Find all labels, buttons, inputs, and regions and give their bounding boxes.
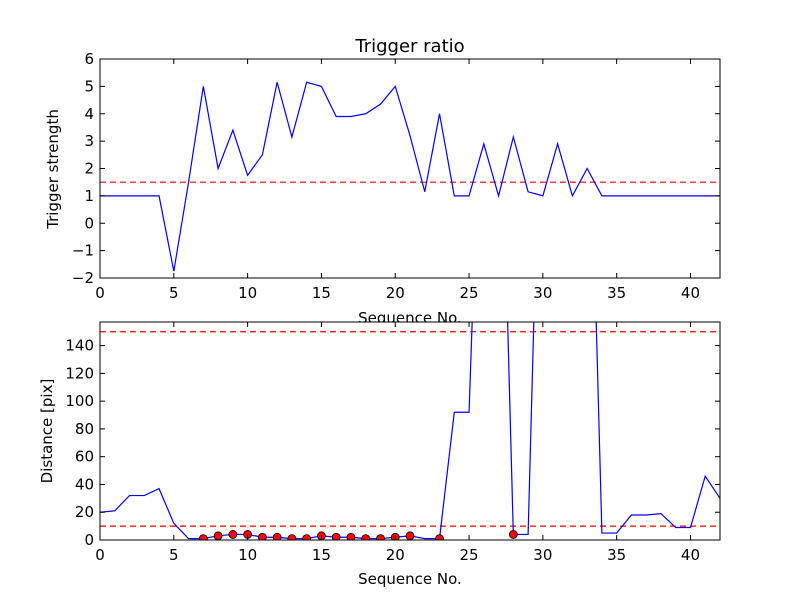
x-tick-label: 30: [533, 546, 552, 564]
data-point: [302, 534, 312, 540]
data-point: [405, 531, 415, 540]
plot-area: [100, 59, 720, 278]
x-tick-label: 25: [460, 546, 479, 564]
x-ticks: 0 5 10 15 20 25 30 35 40: [95, 322, 700, 564]
series-line: [100, 81, 720, 272]
x-tick-label: 40: [681, 546, 700, 564]
y-ticks: 0 20 40 60 80 100 120 140: [65, 337, 720, 549]
data-point: [331, 532, 341, 540]
x-tick-label: 15: [312, 284, 331, 302]
data-point: [257, 532, 267, 540]
y-axis-label: Distance [pix]: [38, 379, 56, 484]
y-tick-label: 60: [75, 448, 94, 466]
y-tick-label: 0: [84, 214, 94, 232]
data-point: [213, 531, 223, 540]
y-tick-label: 40: [75, 475, 94, 493]
data-point: [228, 530, 238, 539]
x-tick-label: 40: [681, 284, 700, 302]
series-group: [100, 81, 720, 272]
y-tick-label: 140: [65, 337, 94, 355]
data-point: [361, 534, 371, 540]
x-tick-label: 25: [460, 284, 479, 302]
y-ticks: −2 −1 0 1 2 3 4 5 6: [72, 50, 720, 287]
trigger-ratio-axes: Trigger ratio 0 5 10 15 20 25 30 35 40 −2 −1 0 1 2 3 4…: [44, 36, 721, 327]
chart-title: Trigger ratio: [354, 36, 464, 57]
y-tick-label: 6: [84, 50, 94, 68]
x-axis-label: Sequence No.: [358, 570, 462, 588]
y-tick-label: 4: [84, 105, 94, 123]
distance-axes: 0 5 10 15 20 25 30 35 40 0 20 40 60 80 100 120 140 Sequ…: [38, 321, 721, 588]
x-tick-label: 0: [95, 546, 105, 564]
threshold-lines: [100, 331, 720, 527]
y-tick-label: 5: [84, 77, 94, 95]
y-tick-label: 3: [84, 132, 94, 150]
data-point: [272, 532, 282, 540]
x-ticks: 0 5 10 15 20 25 30 35 40: [95, 59, 700, 302]
y-tick-label: 80: [75, 420, 94, 438]
x-tick-label: 20: [386, 546, 405, 564]
x-tick-label: 10: [238, 546, 257, 564]
axes-frame: [99, 321, 721, 541]
data-point: [346, 532, 356, 540]
x-tick-label: 10: [238, 284, 257, 302]
series-group: [100, 322, 720, 540]
x-tick-label: 35: [607, 546, 626, 564]
x-tick-label: 0: [95, 284, 105, 302]
y-tick-label: −2: [72, 269, 94, 287]
data-point: [508, 530, 518, 539]
y-tick-label: −1: [72, 242, 94, 260]
y-tick-label: 0: [84, 531, 94, 549]
x-tick-label: 20: [386, 284, 405, 302]
data-point: [198, 534, 208, 540]
x-tick-label: 5: [169, 284, 179, 302]
x-tick-label: 30: [533, 284, 552, 302]
y-tick-label: 100: [65, 392, 94, 410]
y-tick-label: 20: [75, 503, 94, 521]
x-tick-label: 5: [169, 546, 179, 564]
y-tick-label: 120: [65, 364, 94, 382]
data-point: [376, 534, 385, 540]
x-tick-label: 35: [607, 284, 626, 302]
x-tick-label: 15: [312, 546, 331, 564]
y-axis-label: Trigger strength: [44, 109, 62, 230]
y-tick-label: 2: [84, 160, 94, 178]
y-tick-label: 1: [84, 187, 94, 205]
plot-area: [100, 322, 720, 540]
data-point: [287, 534, 297, 540]
data-point: [435, 534, 444, 540]
